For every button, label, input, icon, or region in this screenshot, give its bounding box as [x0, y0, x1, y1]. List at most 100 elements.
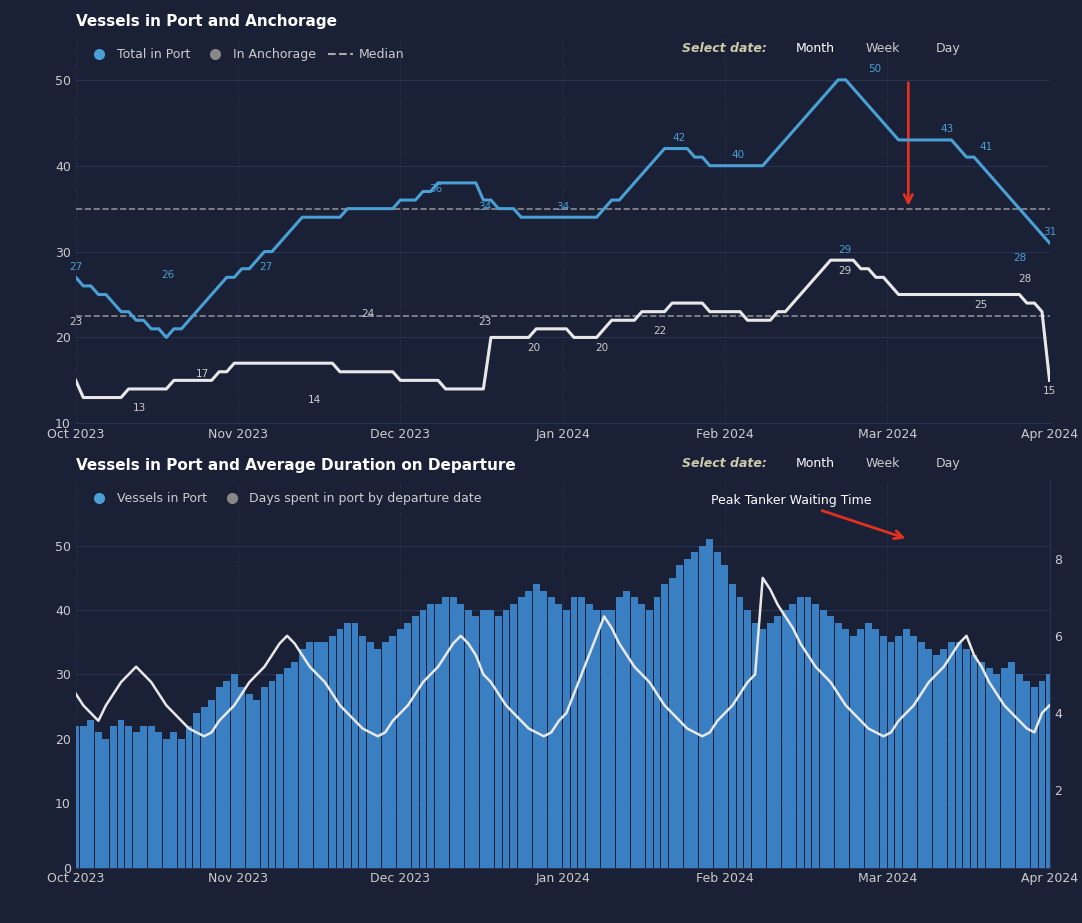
Text: Vessels in Port and Anchorage: Vessels in Port and Anchorage [76, 14, 337, 29]
Bar [450, 597, 457, 868]
Text: Select date:: Select date: [682, 457, 766, 470]
Bar [887, 642, 895, 868]
Bar [638, 604, 645, 868]
Bar [857, 629, 865, 868]
Bar [517, 597, 525, 868]
Bar [412, 617, 419, 868]
Text: Month: Month [795, 457, 834, 470]
Bar [118, 720, 124, 868]
Bar [435, 604, 441, 868]
Bar [208, 701, 215, 868]
Bar [390, 636, 396, 868]
Bar [502, 610, 510, 868]
Bar [193, 713, 200, 868]
Text: 34: 34 [478, 201, 491, 211]
Bar [1001, 668, 1007, 868]
Bar [744, 610, 751, 868]
Bar [299, 649, 305, 868]
Text: 20: 20 [595, 343, 608, 353]
Text: 43: 43 [940, 125, 954, 135]
Bar [880, 636, 887, 868]
Bar [842, 629, 849, 868]
Bar [215, 688, 223, 868]
Bar [103, 738, 109, 868]
Text: 17: 17 [196, 369, 209, 378]
Bar [314, 642, 320, 868]
Bar [1039, 681, 1045, 868]
Bar [865, 623, 872, 868]
Bar [593, 610, 601, 868]
Bar [646, 610, 652, 868]
Bar [291, 662, 299, 868]
Text: Week: Week [866, 457, 900, 470]
Bar [578, 597, 585, 868]
Text: 14: 14 [307, 394, 321, 404]
Bar [714, 552, 721, 868]
Bar [72, 726, 79, 868]
Text: Month: Month [795, 42, 834, 54]
Bar [458, 604, 464, 868]
Text: 29: 29 [839, 245, 852, 255]
Text: 24: 24 [361, 308, 374, 318]
Bar [1031, 688, 1038, 868]
Bar [405, 623, 411, 868]
Bar [223, 681, 230, 868]
Bar [261, 688, 268, 868]
Bar [126, 726, 132, 868]
Bar [963, 649, 969, 868]
Text: Day: Day [936, 42, 961, 54]
Bar [420, 610, 426, 868]
Text: 28: 28 [1018, 274, 1032, 284]
Bar [827, 617, 834, 868]
Bar [1016, 675, 1022, 868]
Bar [820, 610, 827, 868]
Bar [276, 675, 283, 868]
Bar [268, 681, 276, 868]
Bar [540, 591, 547, 868]
Text: 20: 20 [527, 343, 540, 353]
Bar [473, 617, 479, 868]
Text: 22: 22 [654, 326, 667, 336]
Text: 23: 23 [478, 318, 491, 328]
Bar [525, 591, 532, 868]
Bar [337, 629, 343, 868]
Text: 29: 29 [839, 266, 852, 276]
Bar [427, 604, 434, 868]
Bar [238, 688, 246, 868]
Bar [1008, 662, 1015, 868]
Text: 42: 42 [673, 133, 686, 143]
Bar [283, 668, 291, 868]
Bar [95, 732, 102, 868]
Bar [465, 610, 472, 868]
Bar [88, 720, 94, 868]
Bar [185, 726, 193, 868]
Bar [782, 610, 789, 868]
Bar [661, 584, 668, 868]
Bar [321, 642, 328, 868]
Bar [397, 629, 404, 868]
Bar [948, 642, 954, 868]
Bar [1046, 675, 1053, 868]
Bar [532, 584, 540, 868]
Bar [608, 610, 616, 868]
Bar [382, 642, 388, 868]
Bar [775, 617, 781, 868]
Bar [925, 649, 933, 868]
Text: 41: 41 [979, 141, 993, 151]
Text: 31: 31 [1043, 227, 1056, 237]
Text: Select date:: Select date: [682, 42, 766, 54]
Bar [352, 623, 358, 868]
Bar [940, 649, 948, 868]
Bar [722, 565, 728, 868]
Bar [691, 552, 698, 868]
Bar [737, 597, 743, 868]
Bar [374, 649, 381, 868]
Bar [790, 604, 796, 868]
Bar [623, 591, 630, 868]
Bar [488, 610, 494, 868]
Bar [805, 597, 812, 868]
Bar [910, 636, 918, 868]
Text: 13: 13 [132, 403, 146, 414]
Text: 15: 15 [1043, 386, 1056, 396]
Bar [329, 636, 335, 868]
